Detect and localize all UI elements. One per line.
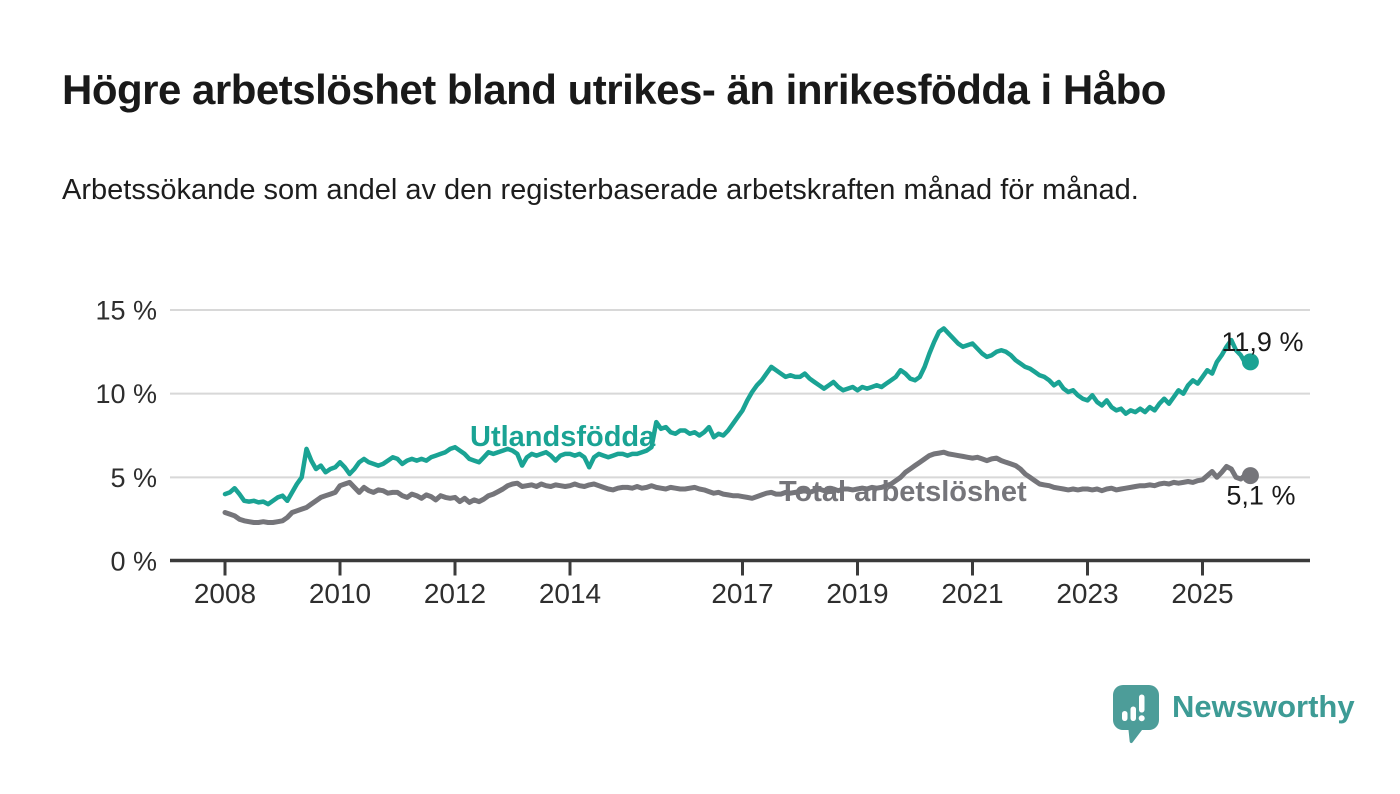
end-value-annotation-total-arbetsloshet: 5,1 %	[1226, 481, 1295, 511]
x-axis-label-2025: 2025	[1171, 578, 1233, 609]
x-axis-label-2023: 2023	[1056, 578, 1118, 609]
x-axis-label-2019: 2019	[826, 578, 888, 609]
newsworthy-branding: Newsworthy	[1112, 684, 1355, 744]
y-axis-label-0: 0 %	[110, 547, 157, 577]
bar-short	[1122, 711, 1128, 721]
line-total-arbetsloshet	[222, 449, 1253, 525]
y-axis-label-5: 5 %	[110, 463, 157, 493]
series-label-utlandsfodda: Utlandsfödda	[470, 421, 656, 453]
end-dot-total-arbetsloshet	[1241, 467, 1259, 485]
line-utlandsfodda	[222, 326, 1253, 507]
end-dot-utlandsfodda	[1241, 353, 1259, 371]
y-axis-label-10: 10 %	[95, 379, 157, 409]
exclamation-dot	[1138, 715, 1145, 722]
bar-medium	[1130, 706, 1136, 721]
x-axis-label-2021: 2021	[941, 578, 1003, 609]
x-axis-label-2012: 2012	[424, 578, 486, 609]
newsworthy-logo-icon	[1113, 685, 1159, 744]
x-axis-label-2008: 2008	[194, 578, 256, 609]
x-axis-label-2014: 2014	[539, 578, 601, 609]
x-axis-label-2010: 2010	[309, 578, 371, 609]
newsworthy-wordmark: Newsworthy	[1172, 688, 1355, 724]
end-value-annotation-utlandsfodda: 11,9 %	[1221, 327, 1303, 357]
chart-subtitle: Arbetssökande som andel av den registerb…	[62, 174, 1139, 206]
series-label-total-arbetsloshet: Total arbetslöshet	[779, 476, 1027, 508]
y-axis-label-15: 15 %	[95, 296, 157, 326]
chart-title: Högre arbetslöshet bland utrikes- än inr…	[62, 66, 1166, 113]
x-axis-label-2017: 2017	[711, 578, 773, 609]
exclamation-bar	[1139, 694, 1145, 713]
